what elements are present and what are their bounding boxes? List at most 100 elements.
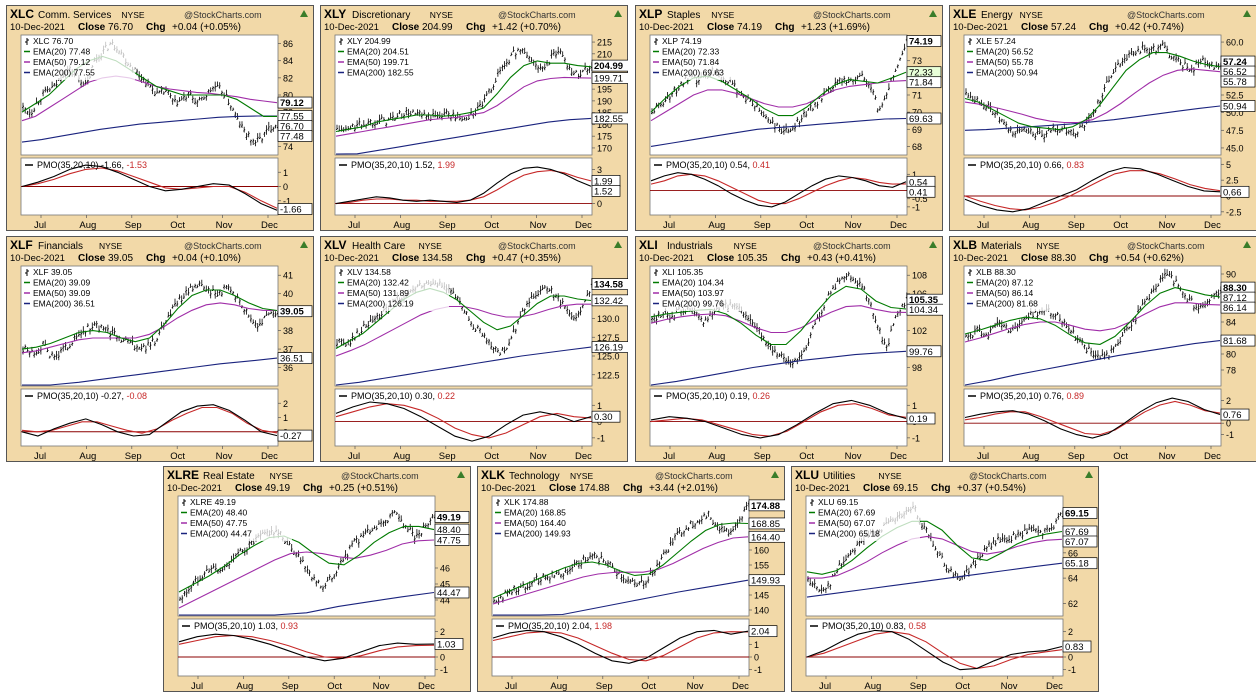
month-axis: Jul Aug Sep Oct Nov Dec [663,446,907,462]
value-tag-label: 49.19 [437,512,461,523]
chg-value: +0.43 (+0.41%) [807,253,876,264]
month-axis: Jul Aug Sep Oct Nov Dec [505,676,749,692]
chart-panel-xle[interactable]: XLE Energy NYSE @StockCharts.com 10-Dec-2021… [949,5,1256,231]
chart-date: 10-Dec-2021 [953,22,1008,33]
price-tick-label: 50.0 [1226,108,1244,118]
pmo-value-tags: 1.991.52 [591,175,621,197]
pmo-tag-label: -0.27 [280,431,302,442]
month-label: Sep [910,681,927,692]
value-tag-label: 77.55 [280,112,304,123]
ema20-line [178,525,435,593]
chart-date: 10-Dec-2021 [953,253,1008,264]
ema200-line [335,117,592,155]
pmo-plot-area [963,157,1222,216]
pmo-value-tags: 0.76 [1220,408,1250,421]
ema50-line [650,80,907,122]
legend-bar-icon [25,269,29,276]
legend-price-entry: XLI 105.35 [662,267,703,277]
chart-panel-xlv[interactable]: XLV Health Care NYSE @StockCharts.com 10-Dec… [320,236,628,462]
ema20-line [964,287,1221,345]
pmo-tick-label: 3 [597,165,602,175]
close-label: Close [707,253,735,264]
value-tag-box [1220,334,1256,347]
legend-ema50-entry: EMA(50) 164.40 [504,518,566,528]
month-label: Oct [327,681,342,692]
value-tag-box [748,517,785,530]
chart-sector-name: Discretionary [352,10,410,21]
chart-panel-xli[interactable]: XLI Industrials NYSE @StockCharts.com 10-Dec… [635,236,943,462]
pmo-legend: PMO(35,20,10) 0.66, 0.83 [968,160,1084,170]
watermark: @StockCharts.com [813,10,891,20]
legend-background [966,267,1078,311]
collapse-triangle-icon[interactable] [929,241,937,248]
chart-panel-xlre[interactable]: XLRE Real Estate NYSE @StockCharts.com 10-De… [163,466,471,692]
chg-label: Chg [775,22,794,33]
close-value: 49.19 [265,483,290,494]
chart-svg-xlk: XLK Technology NYSE @StockCharts.com 10-Dec-… [477,466,785,692]
ema50-line [650,305,907,334]
ema20-line [21,289,278,350]
pmo-tag-label: 2.04 [751,627,770,638]
legend-ema200-entry: EMA(200) 65.18 [818,529,880,539]
collapse-triangle-icon[interactable] [457,471,465,478]
ema20-line [806,520,1063,575]
chart-panel-xlc[interactable]: XLC Comm. Services NYSE @StockCharts.com 10-… [6,5,314,231]
close-label: Close [863,483,891,494]
chart-panel-xlu[interactable]: XLU Utilities NYSE @StockCharts.com 10-Dec-2… [791,466,1099,692]
ema20-line [964,52,1221,131]
pmo-tag-label: 0.54 [909,177,928,188]
pmo-tick-label: -1 [754,665,762,675]
pmo-signal-line [21,406,278,434]
pmo-signal-legend-value: 0.89 [1067,391,1085,401]
collapse-triangle-icon[interactable] [1085,471,1093,478]
pmo-tag-label: 1.03 [437,639,456,650]
legend-ema50-entry: EMA(50) 71.84 [662,57,719,67]
collapse-triangle-icon[interactable] [1243,10,1251,17]
chart-panel-xlf[interactable]: XLF Financials NYSE @StockCharts.com 10-Dec-… [6,236,314,462]
value-tag-box [1220,301,1256,314]
pmo-value-tags: 0.83 [1062,640,1092,653]
ohlc-bars [965,40,1222,143]
collapse-triangle-icon[interactable] [300,10,308,17]
chart-date: 10-Dec-2021 [167,483,222,494]
month-axis: Jul Aug Sep Oct Nov Dec [663,215,907,231]
month-label: Sep [439,451,456,462]
pmo-tick-label: -1 [1226,430,1234,440]
month-label: Oct [484,220,499,231]
value-tag-label: 69.63 [909,114,933,125]
ema20-line [492,522,749,599]
collapse-triangle-icon[interactable] [929,10,937,17]
price-tick-label: 195 [597,85,612,95]
chart-panel-xlb[interactable]: XLB Materials NYSE @StockCharts.com 10-Dec-2… [949,236,1256,462]
chart-panel-xly[interactable]: XLY Discretionary NYSE @StockCharts.com 10-D… [320,5,628,231]
value-tag-box [591,59,628,72]
value-tag-box [1220,100,1256,112]
value-tag-label: 174.88 [751,501,780,512]
collapse-triangle-icon[interactable] [300,241,308,248]
collapse-triangle-icon[interactable] [771,471,779,478]
pmo-signal-line [964,170,1221,211]
ema200-line [650,117,907,147]
value-tag-label: 81.68 [1223,336,1247,347]
pmo-line [964,397,1221,439]
chart-panel-xlk[interactable]: XLK Technology NYSE @StockCharts.com 10-Dec-… [477,466,785,692]
legend-bar-icon [968,269,972,276]
chart-panel-xlp[interactable]: XLP Staples NYSE @StockCharts.com 10-Dec-202… [635,5,943,231]
chart-exchange: NYSE [1036,241,1059,251]
price-tick-label: 78 [1226,366,1236,376]
pmo-line [335,401,592,442]
pmo-tag-box [1220,408,1250,421]
value-tag-label: 65.18 [1065,559,1089,570]
collapse-triangle-icon[interactable] [1243,241,1251,248]
price-tick-label: 122.5 [597,370,620,380]
legend-price-entry: XLK 174.88 [504,497,549,507]
month-label: Sep [1068,220,1085,231]
price-tick-label: 108 [912,271,927,281]
collapse-triangle-icon[interactable] [614,241,622,248]
value-tag-box [906,345,942,358]
collapse-triangle-icon[interactable] [614,10,622,17]
legend-ema50-entry: EMA(50) 131.89 [347,288,409,298]
chg-label: Chg [146,22,165,33]
watermark: @StockCharts.com [1127,10,1205,20]
